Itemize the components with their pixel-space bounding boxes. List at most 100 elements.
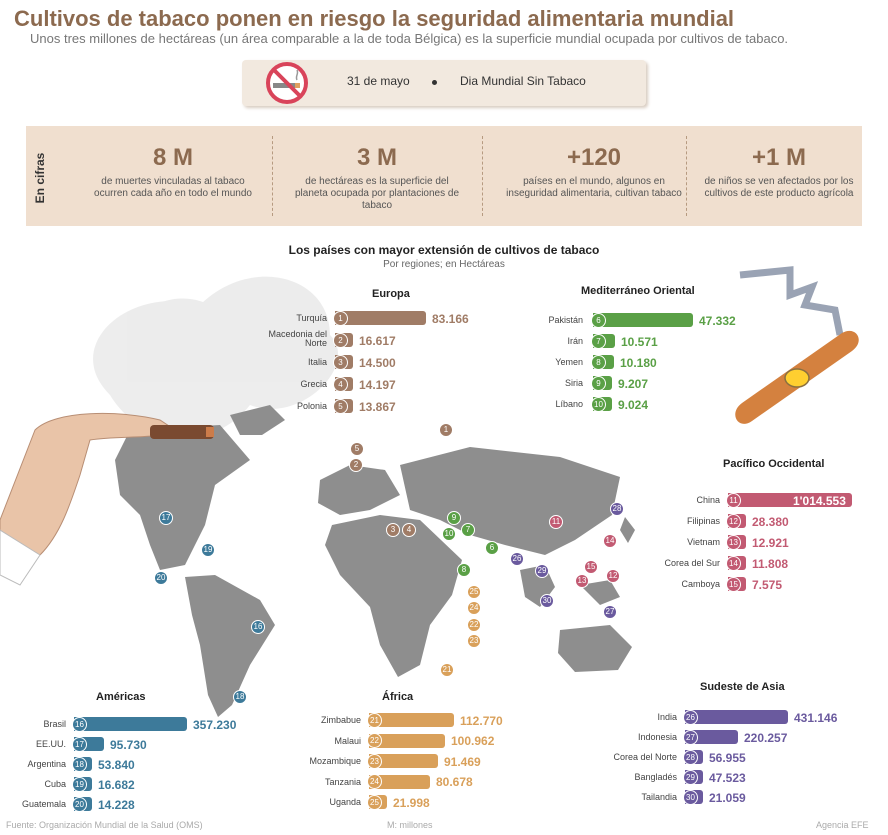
divider [686, 136, 687, 216]
bar [685, 730, 738, 744]
event-date: 31 de mayo [347, 74, 410, 88]
region-title: Sudeste de Asia [700, 681, 785, 693]
country-label: Mozambique [309, 756, 361, 766]
bar [369, 754, 438, 768]
rank-badge: 12 [726, 513, 741, 529]
rank-badge: 3 [333, 354, 348, 370]
rank-badge: 30 [683, 789, 698, 805]
figure-text: de hectáreas es la superficie del planet… [294, 176, 460, 211]
no-smoking-icon [266, 62, 308, 104]
value-label: 14.228 [98, 797, 135, 812]
rank-badge: 17 [72, 736, 87, 752]
map-marker-19: 19 [201, 543, 215, 557]
figure-text: países en el mundo, algunos en insegurid… [506, 176, 682, 199]
region-title: Américas [96, 691, 146, 703]
bar [593, 313, 693, 327]
country-label: Yemen [555, 357, 583, 367]
country-label: Macedonia del Norte [268, 329, 327, 348]
value-label: 91.469 [444, 754, 481, 769]
country-label: India [657, 712, 677, 722]
country-label: Zimbabue [320, 715, 361, 725]
value-label: 47.523 [709, 770, 746, 785]
rank-badge: 14 [726, 555, 741, 571]
value-label: 357.230 [193, 717, 237, 732]
map-marker-7: 7 [461, 523, 475, 537]
divider [482, 136, 483, 216]
value-label: 13.867 [359, 399, 396, 414]
map-marker-10: 10 [442, 527, 456, 541]
map-marker-26: 26 [510, 552, 524, 566]
value-label: 28.380 [752, 514, 789, 529]
country-label: Brasil [43, 719, 66, 729]
value-label: 9.207 [618, 376, 649, 391]
map-marker-6: 6 [485, 541, 499, 555]
country-label: Corea del Sur [664, 558, 720, 568]
value-label: 220.257 [744, 730, 788, 745]
rank-badge: 9 [591, 375, 606, 391]
country-label: Guatemala [21, 799, 66, 809]
map-marker-8: 8 [457, 563, 471, 577]
map-marker-15: 15 [584, 560, 598, 574]
rank-badge: 15 [726, 576, 741, 592]
value-label: 10.180 [620, 355, 657, 370]
event-name: Dia Mundial Sin Tabaco [460, 74, 586, 88]
figure-value: +1 M [751, 144, 807, 171]
value-label: 431.146 [794, 710, 838, 725]
figure-hectares: 3 M de hectáreas es la superficie del pl… [292, 126, 462, 226]
divider [272, 136, 273, 216]
bullet-dot [432, 80, 437, 85]
figure-deaths: 8 M de muertes vinculadas al tabaco ocur… [88, 126, 258, 226]
country-label: Malaui [334, 735, 361, 746]
rank-badge: 28 [683, 749, 698, 765]
map-marker-27: 27 [603, 605, 617, 619]
key-figures-panel: En cifras 8 M de muertes vinculadas al t… [26, 126, 862, 226]
figure-value: 3 M [356, 144, 397, 171]
country-label: China [696, 495, 720, 505]
region-title: Pacífico Occidental [723, 458, 825, 470]
rank-badge: 22 [367, 733, 382, 748]
rank-badge: 29 [683, 769, 698, 785]
rank-badge: 13 [726, 534, 741, 550]
country-label: Bangladés [634, 772, 677, 782]
value-label: 112.770 [460, 713, 503, 728]
country-label: Vietnam [687, 537, 720, 547]
value-label: 100.962 [451, 734, 495, 748]
map-marker-17: 17 [159, 511, 173, 525]
country-label: Filipinas [686, 516, 720, 526]
map-marker-25: 25 [467, 585, 481, 599]
value-label: 95.730 [110, 737, 147, 752]
rank-badge: 27 [683, 729, 698, 745]
value-label: 10.571 [621, 334, 658, 349]
rank-badge: 20 [72, 796, 87, 812]
world-map-illustration [0, 266, 859, 717]
map-marker-18: 18 [233, 690, 247, 704]
bar [335, 311, 426, 325]
source-note: Fuente: Organización Mundial de la Salud… [6, 820, 203, 830]
rank-badge: 10 [591, 396, 606, 412]
bar [685, 710, 788, 724]
map-marker-11: 11 [549, 515, 563, 529]
value-label: 56.955 [709, 750, 746, 765]
figure-countries: +120 países en el mundo, algunos en inse… [504, 126, 684, 226]
map-marker-3: 3 [386, 523, 400, 537]
country-label: Grecia [300, 379, 327, 389]
value-label: 7.575 [752, 577, 783, 592]
country-label: Siria [564, 378, 583, 388]
map-marker-9: 9 [447, 511, 461, 525]
country-label: Pakistán [548, 315, 583, 325]
rank-badge: 18 [72, 756, 87, 772]
rank-badge: 6 [591, 312, 606, 328]
country-label: Cuba [44, 779, 66, 789]
page-subtitle: Unos tres millones de hectáreas (un área… [30, 31, 789, 46]
rank-badge: 16 [72, 716, 87, 732]
country-label: Indonesia [637, 732, 677, 742]
bar [74, 717, 187, 731]
map-marker-13: 13 [575, 574, 589, 588]
rank-badge: 23 [367, 753, 382, 769]
region-title: Mediterráneo Oriental [581, 285, 695, 297]
country-label: Tailandia [641, 792, 677, 802]
country-label: Turquía [296, 313, 327, 323]
map-marker-1: 1 [439, 423, 453, 437]
rank-badge: 8 [591, 354, 606, 370]
